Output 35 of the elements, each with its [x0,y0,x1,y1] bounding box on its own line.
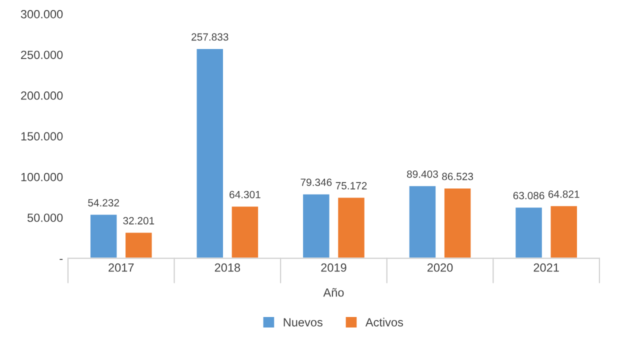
x-tick-label: 2018 [214,263,240,272]
data-label: 64.821 [548,190,580,198]
x-tick-label: 2021 [534,263,559,272]
bar [195,48,224,258]
y-tick-label: 200.000 [21,91,63,100]
bar [443,187,472,258]
bar [336,196,366,258]
y-tick-label: 300.000 [20,10,63,18]
y-tick-label: 150.000 [21,132,63,141]
x-axis-title: Año [323,288,344,297]
bar [514,206,544,258]
x-tick-label: 2020 [427,263,453,272]
data-label: 89.403 [407,170,438,178]
bar [302,192,331,258]
x-tick-label: 2019 [321,263,346,272]
bar [89,213,118,258]
y-tick-label: - [60,258,63,260]
data-label: 64.301 [230,190,260,198]
bar [408,184,437,258]
data-label: 63.086 [513,192,544,200]
bar [124,231,154,258]
data-label: 54.232 [88,199,119,206]
y-tick-label: 100.000 [21,172,63,182]
data-label: 257.833 [192,33,228,41]
legend-label: Activos [365,318,404,326]
legend-label: Nuevos [284,318,322,326]
data-label: 75.172 [336,182,367,190]
data-label: 79.346 [300,178,332,186]
y-tick-label: 250.000 [21,50,63,60]
bar [549,204,578,258]
bar [230,205,260,258]
data-label: 86.523 [442,172,474,180]
data-label: 32.201 [123,217,154,224]
y-tick-label: 50.000 [27,214,63,222]
x-tick-label: 2017 [108,263,134,272]
